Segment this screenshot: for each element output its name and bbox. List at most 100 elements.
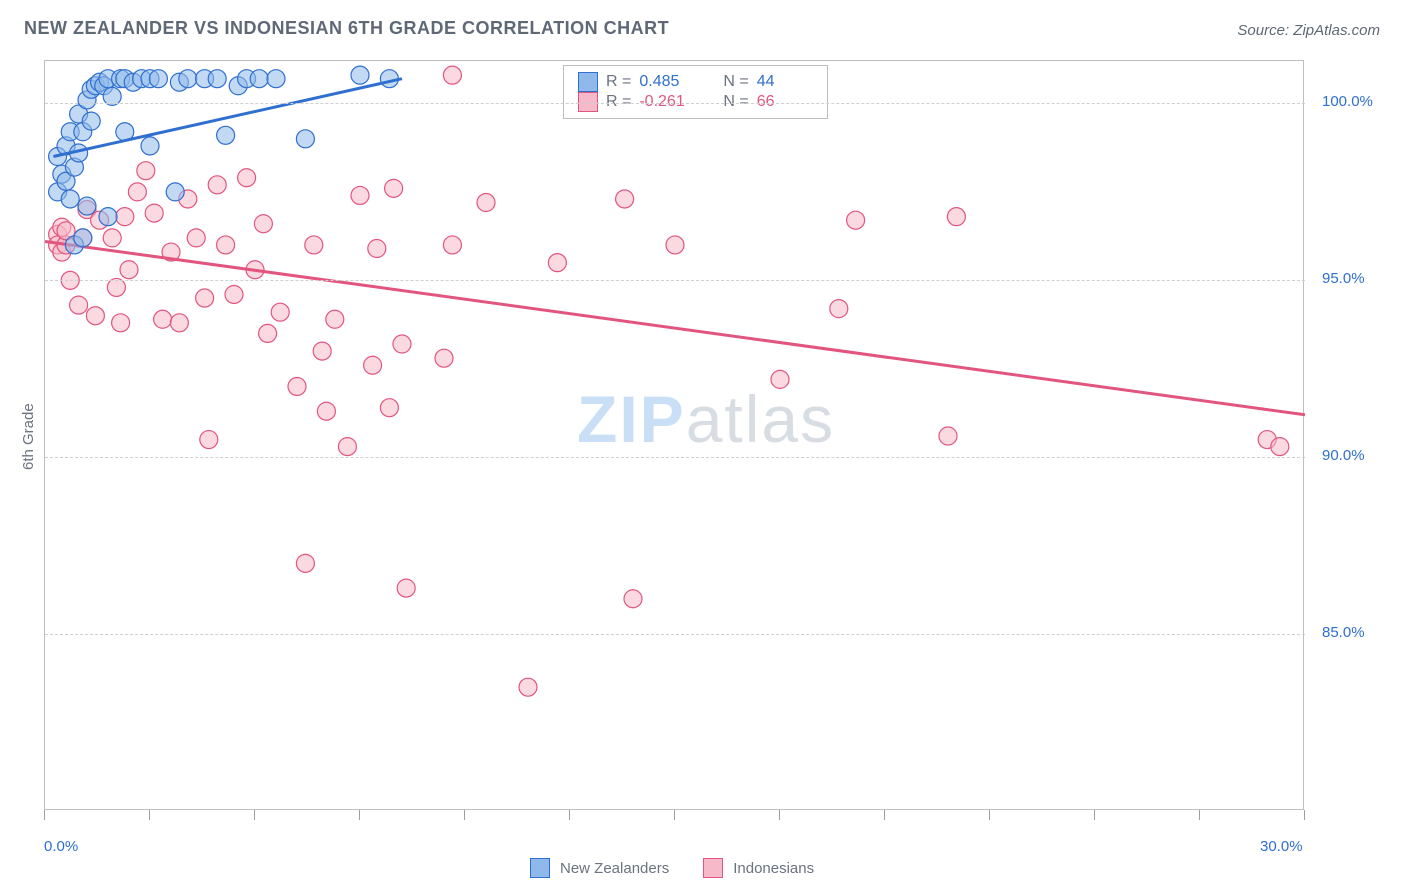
data-point — [397, 579, 415, 597]
r-value-2: -0.261 — [639, 93, 695, 111]
data-point — [103, 229, 121, 247]
source-label: Source: ZipAtlas.com — [1237, 22, 1380, 39]
data-point — [217, 126, 235, 144]
data-point — [112, 314, 130, 332]
bottom-legend: New Zealanders Indonesians — [530, 858, 814, 878]
data-point — [338, 438, 356, 456]
plot-area: ZIPatlas R = 0.485 N = 44 R = -0.261 N =… — [44, 60, 1304, 810]
data-point — [313, 342, 331, 360]
data-point — [120, 261, 138, 279]
x-tick — [674, 810, 675, 820]
data-point — [61, 190, 79, 208]
data-point — [145, 204, 163, 222]
stats-row-1: R = 0.485 N = 44 — [578, 72, 813, 92]
data-point — [70, 296, 88, 314]
y-tick-label: 95.0% — [1322, 270, 1365, 287]
bottom-swatch-1 — [530, 858, 550, 878]
n-value-2: 66 — [757, 93, 813, 111]
trend-line — [45, 241, 1305, 414]
chart-title: NEW ZEALANDER VS INDONESIAN 6TH GRADE CO… — [24, 18, 669, 39]
grid-line — [45, 457, 1305, 458]
data-point — [305, 236, 323, 254]
data-point — [368, 240, 386, 258]
data-point — [74, 229, 92, 247]
data-point — [154, 310, 172, 328]
bottom-swatch-2 — [703, 858, 723, 878]
x-tick — [359, 810, 360, 820]
swatch-series1 — [578, 72, 598, 92]
r-value-1: 0.485 — [639, 73, 695, 91]
x-tick — [44, 810, 45, 820]
data-point — [225, 285, 243, 303]
data-point — [317, 402, 335, 420]
data-point — [326, 310, 344, 328]
n-value-1: 44 — [757, 73, 813, 91]
data-point — [939, 427, 957, 445]
data-point — [128, 183, 146, 201]
data-point — [351, 186, 369, 204]
data-point — [477, 194, 495, 212]
data-point — [99, 208, 117, 226]
data-point — [208, 176, 226, 194]
data-point — [364, 356, 382, 374]
data-point — [217, 236, 235, 254]
data-point — [351, 66, 369, 84]
data-point — [187, 229, 205, 247]
bottom-label-2: Indonesians — [733, 860, 814, 877]
x-tick — [254, 810, 255, 820]
x-tick-label: 30.0% — [1260, 838, 1303, 855]
y-tick-label: 100.0% — [1322, 93, 1373, 110]
data-point — [624, 590, 642, 608]
y-axis-label: 6th Grade — [20, 403, 37, 470]
x-tick — [989, 810, 990, 820]
bottom-label-1: New Zealanders — [560, 860, 669, 877]
data-point — [1271, 438, 1289, 456]
source-prefix: Source: — [1237, 22, 1293, 39]
grid-line — [45, 634, 1305, 635]
data-point — [771, 370, 789, 388]
data-point — [288, 377, 306, 395]
x-tick — [1199, 810, 1200, 820]
data-point — [385, 179, 403, 197]
y-tick-label: 90.0% — [1322, 447, 1365, 464]
data-point — [443, 236, 461, 254]
stats-row-2: R = -0.261 N = 66 — [578, 92, 813, 112]
data-point — [170, 314, 188, 332]
data-point — [82, 112, 100, 130]
chart-svg — [45, 61, 1305, 811]
x-tick-label: 0.0% — [44, 838, 78, 855]
data-point — [393, 335, 411, 353]
data-point — [259, 324, 277, 342]
grid-line — [45, 280, 1305, 281]
r-label-2: R = — [606, 93, 631, 111]
data-point — [116, 208, 134, 226]
data-point — [296, 554, 314, 572]
data-point — [830, 300, 848, 318]
swatch-series2 — [578, 92, 598, 112]
data-point — [519, 678, 537, 696]
x-tick — [1094, 810, 1095, 820]
n-label-2: N = — [723, 93, 748, 111]
data-point — [86, 307, 104, 325]
data-point — [616, 190, 634, 208]
stats-legend: R = 0.485 N = 44 R = -0.261 N = 66 — [563, 65, 828, 119]
data-point — [847, 211, 865, 229]
y-tick-label: 85.0% — [1322, 624, 1365, 641]
x-tick — [149, 810, 150, 820]
data-point — [137, 162, 155, 180]
data-point — [250, 70, 268, 88]
r-label-1: R = — [606, 73, 631, 91]
data-point — [271, 303, 289, 321]
data-point — [196, 289, 214, 307]
data-point — [200, 431, 218, 449]
source-name: ZipAtlas.com — [1293, 22, 1380, 39]
n-label-1: N = — [723, 73, 748, 91]
data-point — [443, 66, 461, 84]
data-point — [947, 208, 965, 226]
data-point — [296, 130, 314, 148]
data-point — [149, 70, 167, 88]
x-tick — [884, 810, 885, 820]
x-tick — [464, 810, 465, 820]
data-point — [238, 169, 256, 187]
data-point — [166, 183, 184, 201]
